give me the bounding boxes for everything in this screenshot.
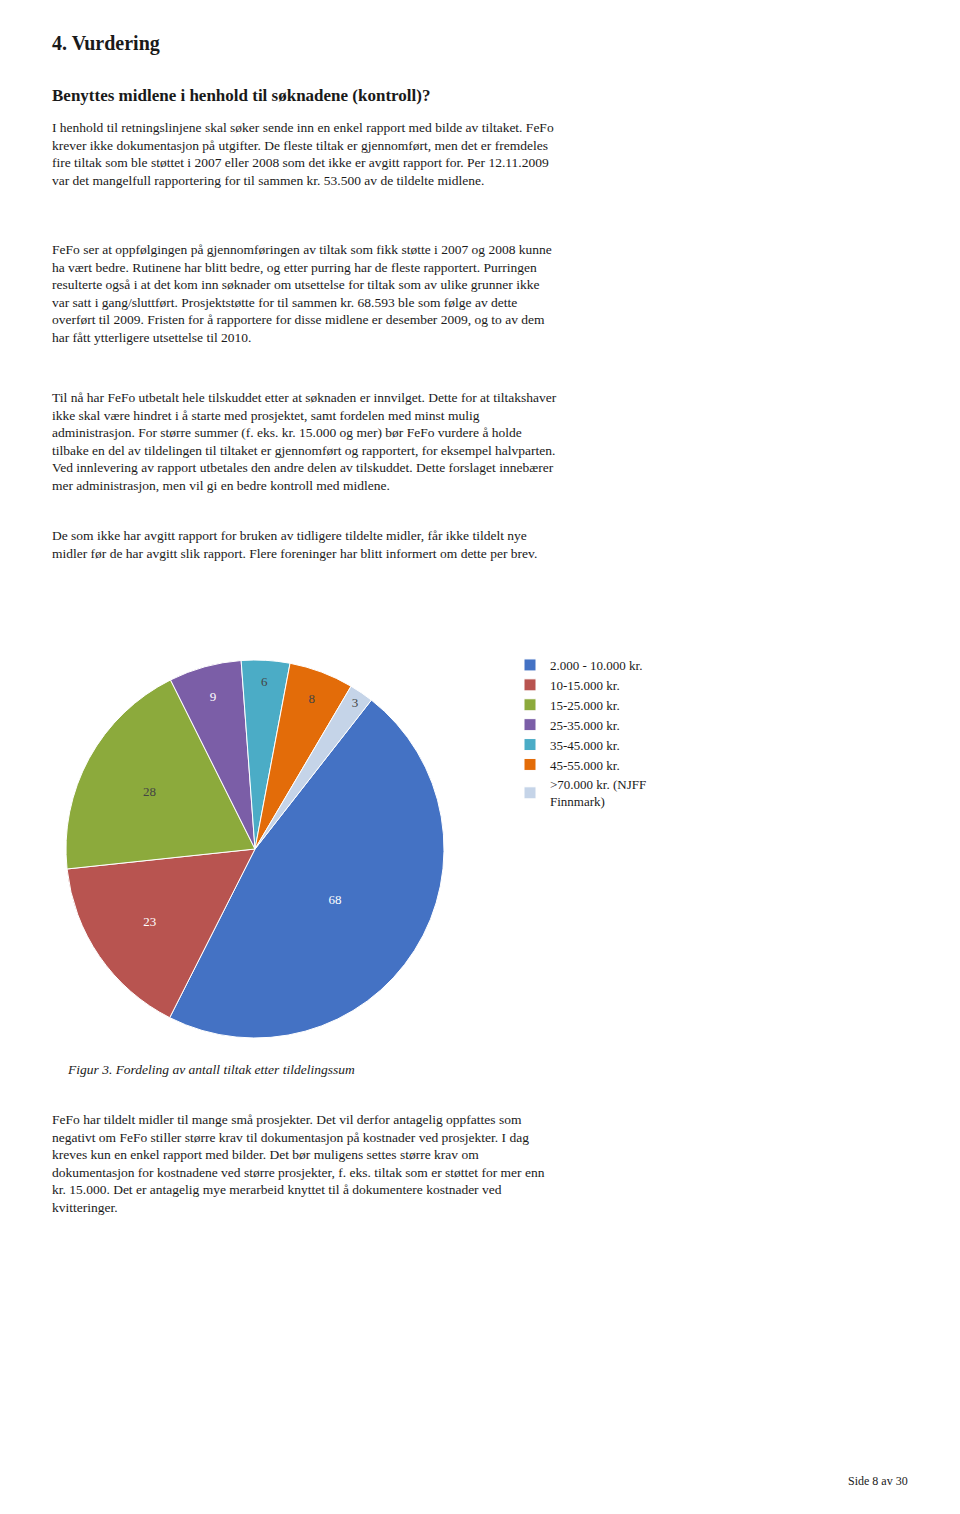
svg-text:68: 68 (328, 892, 341, 907)
svg-text:45-55.000 kr.: 45-55.000 kr. (550, 758, 620, 773)
svg-text:Figur 3. Fordeling av antall t: Figur 3. Fordeling av antall tiltak ette… (67, 1062, 355, 1077)
svg-text:2.000 - 10.000 kr.: 2.000 - 10.000 kr. (550, 658, 642, 673)
svg-text:8: 8 (309, 691, 316, 706)
svg-text:6: 6 (261, 674, 268, 689)
svg-text:Side 8 av 30: Side 8 av 30 (848, 1474, 908, 1488)
svg-text:Til nå har FeFo utbetalt hele: Til nå har FeFo utbetalt hele tilskuddet… (52, 390, 557, 493)
svg-text:10-15.000 kr.: 10-15.000 kr. (550, 678, 620, 693)
svg-text:De som ikke har avgitt rapport: De som ikke har avgitt rapport for bruke… (52, 528, 537, 561)
svg-text:FeFo har tildelt midler til ma: FeFo har tildelt midler til mange små pr… (52, 1112, 545, 1215)
svg-text:I henhold til retningslinjene: I henhold til retningslinjene skal søker… (52, 120, 554, 188)
svg-text:>70.000 kr. (NJFFFinnmark): >70.000 kr. (NJFFFinnmark) (550, 777, 646, 809)
svg-text:9: 9 (210, 689, 217, 704)
svg-text:25-35.000 kr.: 25-35.000 kr. (550, 718, 620, 733)
svg-text:28: 28 (143, 784, 156, 799)
svg-text:4. Vurdering: 4. Vurdering (52, 32, 160, 55)
svg-text:FeFo ser at oppfølgingen på gj: FeFo ser at oppfølgingen på gjennomførin… (52, 242, 552, 345)
svg-text:23: 23 (143, 914, 156, 929)
svg-text:35-45.000 kr.: 35-45.000 kr. (550, 738, 620, 753)
svg-text:3: 3 (352, 695, 359, 710)
svg-text:15-25.000 kr.: 15-25.000 kr. (550, 698, 620, 713)
svg-text:Benyttes midlene i henhold til: Benyttes midlene i henhold til søknadene… (52, 86, 430, 105)
